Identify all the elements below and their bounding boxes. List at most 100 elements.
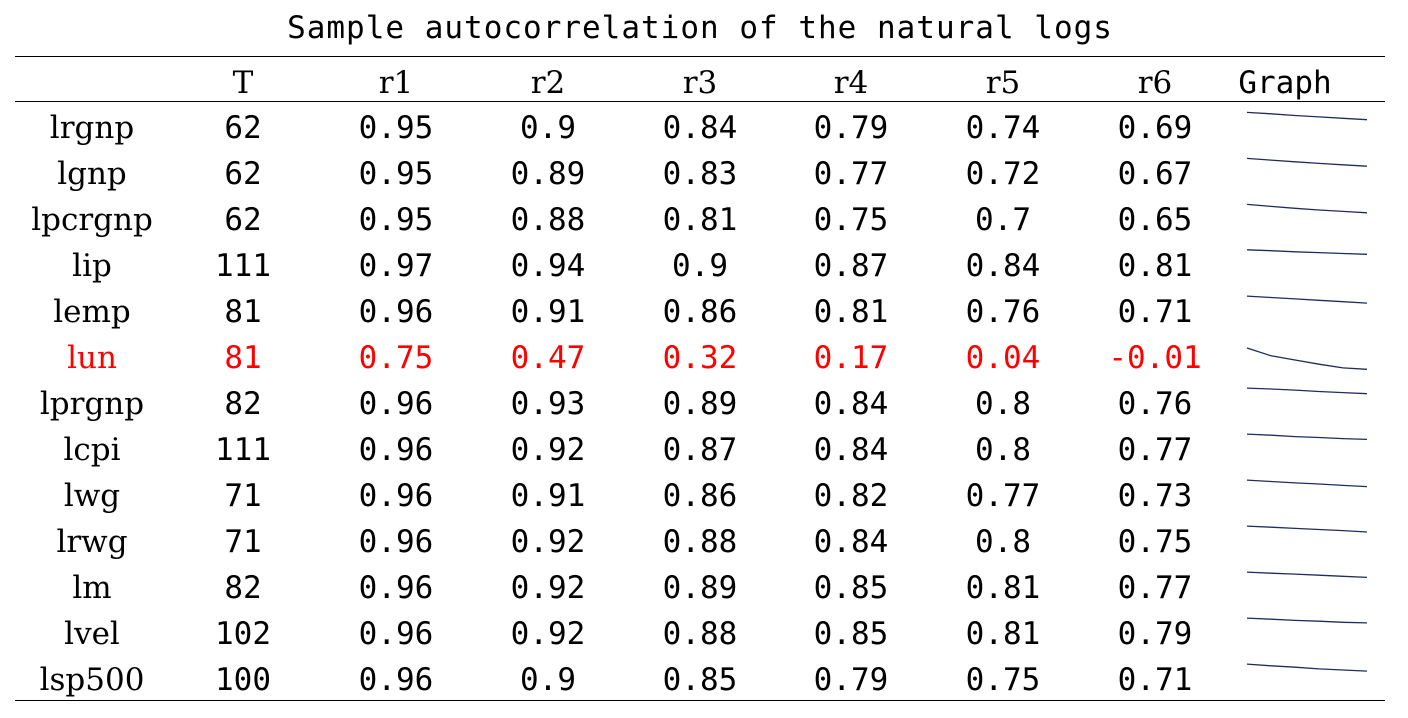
cell-r2: 0.92 bbox=[510, 524, 586, 560]
cell-r6: 0.81 bbox=[1117, 248, 1193, 284]
cell-t: 111 bbox=[215, 432, 271, 468]
cell-r2: 0.91 bbox=[510, 478, 586, 514]
cell-t: 62 bbox=[224, 156, 262, 192]
cell-r2: 0.9 bbox=[520, 662, 576, 698]
sparkline bbox=[1246, 295, 1368, 304]
cell-r1: 0.96 bbox=[358, 386, 434, 422]
cell-t: 111 bbox=[215, 248, 271, 284]
cell-r4: 0.85 bbox=[813, 616, 889, 652]
cell-r3: 0.86 bbox=[662, 478, 738, 514]
sparkline bbox=[1246, 617, 1368, 624]
column-header-r3: r3 bbox=[682, 65, 718, 101]
sparkline-line bbox=[1246, 387, 1368, 395]
row-label: lprgnp bbox=[39, 386, 145, 422]
sparkline-line bbox=[1246, 111, 1368, 121]
cell-r6: 0.73 bbox=[1117, 478, 1193, 514]
cell-r2: 0.92 bbox=[510, 432, 586, 468]
cell-r4: 0.79 bbox=[813, 662, 889, 698]
cell-r5: 0.75 bbox=[965, 662, 1041, 698]
cell-r1: 0.96 bbox=[358, 294, 434, 330]
cell-r6: 0.65 bbox=[1117, 202, 1193, 238]
cell-r2: 0.88 bbox=[510, 202, 586, 238]
sparkline bbox=[1246, 571, 1368, 579]
cell-r2: 0.93 bbox=[510, 386, 586, 422]
cell-r3: 0.84 bbox=[662, 110, 738, 146]
cell-r1: 0.95 bbox=[358, 110, 434, 146]
column-header-r6: r6 bbox=[1137, 65, 1173, 101]
cell-r2: 0.47 bbox=[510, 340, 586, 376]
cell-r6: 0.69 bbox=[1117, 110, 1193, 146]
row-label: lsp500 bbox=[39, 662, 145, 698]
sparkline bbox=[1246, 663, 1368, 672]
cell-r1: 0.95 bbox=[358, 156, 434, 192]
cell-r6: 0.71 bbox=[1117, 662, 1193, 698]
cell-r2: 0.89 bbox=[510, 156, 586, 192]
cell-r3: 0.83 bbox=[662, 156, 738, 192]
cell-r1: 0.96 bbox=[358, 662, 434, 698]
cell-r3: 0.89 bbox=[662, 570, 738, 606]
cell-r3: 0.89 bbox=[662, 386, 738, 422]
cell-r2: 0.91 bbox=[510, 294, 586, 330]
cell-t: 81 bbox=[224, 294, 262, 330]
cell-r2: 0.92 bbox=[510, 616, 586, 652]
cell-r3: 0.85 bbox=[662, 662, 738, 698]
column-header-r5: r5 bbox=[985, 65, 1021, 101]
cell-r3: 0.87 bbox=[662, 432, 738, 468]
sparkline bbox=[1246, 525, 1368, 533]
sparkline bbox=[1246, 479, 1368, 488]
top-rule bbox=[15, 56, 1385, 57]
cell-r6: 0.77 bbox=[1117, 570, 1193, 606]
cell-r5: 0.8 bbox=[975, 432, 1031, 468]
cell-r5: 0.74 bbox=[965, 110, 1041, 146]
cell-r5: 0.04 bbox=[965, 340, 1041, 376]
cell-r1: 0.96 bbox=[358, 524, 434, 560]
cell-r5: 0.7 bbox=[975, 202, 1031, 238]
cell-t: 102 bbox=[215, 616, 271, 652]
cell-r5: 0.8 bbox=[975, 386, 1031, 422]
cell-t: 71 bbox=[224, 524, 262, 560]
cell-r4: 0.81 bbox=[813, 294, 889, 330]
column-header-graph: Graph bbox=[1238, 65, 1332, 101]
row-label: lvel bbox=[64, 616, 120, 652]
cell-r6: 0.77 bbox=[1117, 432, 1193, 468]
sparkline-line bbox=[1246, 347, 1368, 370]
cell-r4: 0.79 bbox=[813, 110, 889, 146]
cell-r1: 0.96 bbox=[358, 570, 434, 606]
cell-t: 62 bbox=[224, 110, 262, 146]
cell-r4: 0.77 bbox=[813, 156, 889, 192]
cell-r3: 0.88 bbox=[662, 524, 738, 560]
bottom-rule bbox=[15, 700, 1385, 701]
cell-r6: 0.79 bbox=[1117, 616, 1193, 652]
cell-t: 81 bbox=[224, 340, 262, 376]
sparkline-line bbox=[1246, 525, 1368, 533]
cell-r2: 0.94 bbox=[510, 248, 586, 284]
sparkline-line bbox=[1246, 479, 1368, 488]
sparkline-line bbox=[1246, 203, 1368, 214]
sparkline-line bbox=[1246, 433, 1368, 441]
cell-r1: 0.96 bbox=[358, 478, 434, 514]
cell-r6: 0.67 bbox=[1117, 156, 1193, 192]
sparkline bbox=[1246, 387, 1368, 395]
cell-r4: 0.82 bbox=[813, 478, 889, 514]
table-title: Sample autocorrelation of the natural lo… bbox=[287, 10, 1113, 46]
cell-r4: 0.84 bbox=[813, 386, 889, 422]
row-label: lrwg bbox=[56, 524, 128, 560]
cell-r6: 0.71 bbox=[1117, 294, 1193, 330]
sparkline bbox=[1246, 249, 1368, 255]
cell-r5: 0.72 bbox=[965, 156, 1041, 192]
cell-r3: 0.88 bbox=[662, 616, 738, 652]
cell-r1: 0.97 bbox=[358, 248, 434, 284]
sparkline bbox=[1246, 347, 1368, 370]
cell-t: 82 bbox=[224, 386, 262, 422]
sparkline bbox=[1246, 203, 1368, 214]
cell-r4: 0.87 bbox=[813, 248, 889, 284]
cell-r5: 0.84 bbox=[965, 248, 1041, 284]
sparkline-line bbox=[1246, 617, 1368, 624]
cell-r1: 0.96 bbox=[358, 432, 434, 468]
cell-r3: 0.9 bbox=[672, 248, 728, 284]
cell-t: 71 bbox=[224, 478, 262, 514]
cell-t: 82 bbox=[224, 570, 262, 606]
sparkline-line bbox=[1246, 663, 1368, 672]
sparkline-line bbox=[1246, 571, 1368, 579]
column-header-r2: r2 bbox=[530, 65, 566, 101]
